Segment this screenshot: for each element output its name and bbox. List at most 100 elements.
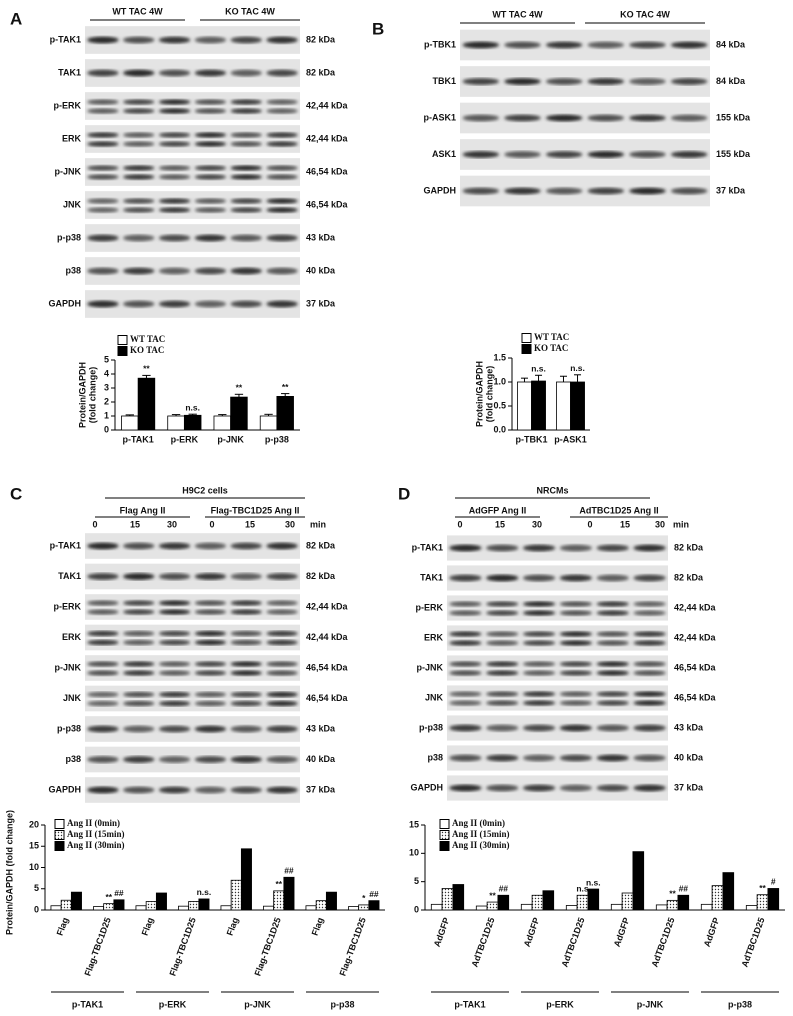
size-label: 82 kDa bbox=[306, 34, 336, 44]
blot-strip bbox=[85, 563, 300, 590]
band bbox=[230, 756, 263, 763]
blot-strip bbox=[447, 625, 668, 651]
band bbox=[122, 700, 155, 707]
legend-label: WT TAC bbox=[130, 334, 165, 344]
band bbox=[122, 207, 155, 213]
band bbox=[486, 754, 519, 762]
blot-strip bbox=[85, 158, 300, 186]
bar bbox=[230, 879, 242, 911]
size-label: 46,54 kDa bbox=[306, 166, 349, 176]
band bbox=[158, 600, 191, 606]
y-tick-label: 0 bbox=[104, 424, 109, 434]
band bbox=[87, 69, 119, 77]
bar bbox=[283, 876, 295, 911]
band bbox=[87, 661, 119, 667]
time-label: 15 bbox=[245, 519, 255, 529]
band bbox=[266, 108, 298, 114]
x-tick-label: AdTBC1D25 bbox=[559, 916, 586, 968]
band bbox=[596, 784, 629, 792]
bar bbox=[621, 892, 634, 911]
band bbox=[266, 165, 298, 171]
group-label: p-p38 bbox=[728, 999, 752, 1009]
band bbox=[122, 573, 155, 580]
band bbox=[462, 78, 500, 85]
y-tick-label: 1 bbox=[104, 410, 109, 420]
bar bbox=[50, 905, 62, 911]
size-label: 42,44 kDa bbox=[306, 133, 349, 143]
band bbox=[266, 691, 298, 698]
bar bbox=[368, 900, 380, 911]
y-tick-label: 5 bbox=[104, 354, 109, 364]
band bbox=[266, 725, 298, 733]
band bbox=[633, 661, 666, 667]
band bbox=[87, 108, 119, 114]
y-tick-label: 10 bbox=[29, 862, 39, 872]
x-tick-label: Flag-TBC1D25 bbox=[82, 916, 112, 977]
band bbox=[449, 784, 482, 792]
row-label: TBK1 bbox=[432, 76, 456, 86]
row-label: GAPDH bbox=[48, 298, 81, 308]
x-tick-label: p-TBK1 bbox=[516, 434, 548, 444]
band bbox=[87, 573, 119, 580]
size-label: 37 kDa bbox=[306, 784, 336, 794]
blot-strip bbox=[85, 655, 300, 681]
y-tick-label: 3 bbox=[104, 382, 109, 392]
band bbox=[559, 631, 593, 637]
band bbox=[87, 786, 119, 794]
band bbox=[194, 300, 227, 308]
band bbox=[559, 601, 593, 607]
significance-label: ## bbox=[499, 884, 509, 894]
row-label: p-ERK bbox=[416, 602, 444, 612]
error-bar bbox=[574, 374, 582, 382]
bar bbox=[103, 903, 115, 911]
band bbox=[449, 601, 482, 607]
band bbox=[87, 207, 119, 213]
group-label: p-JNK bbox=[637, 999, 664, 1009]
band bbox=[158, 141, 191, 147]
blot-title: NRCMs bbox=[536, 485, 568, 495]
significance-label: ** bbox=[143, 364, 150, 374]
size-label: 37 kDa bbox=[674, 782, 704, 792]
band bbox=[87, 630, 119, 637]
band bbox=[87, 725, 119, 733]
band bbox=[266, 69, 298, 77]
band bbox=[522, 631, 556, 637]
group-label: p-ERK bbox=[546, 999, 574, 1009]
x-tick-label: AdTBC1D25 bbox=[649, 916, 676, 968]
panel-letter: D bbox=[398, 484, 410, 503]
size-label: 43 kDa bbox=[674, 722, 704, 732]
legend-label: Ang II (30min) bbox=[67, 840, 125, 850]
band bbox=[230, 786, 263, 794]
time-label: 15 bbox=[495, 519, 505, 529]
y-axis-label: Protein/GAPDH (fold change) bbox=[4, 810, 14, 935]
panel-letter: A bbox=[10, 9, 22, 28]
band bbox=[522, 691, 556, 697]
band bbox=[194, 36, 227, 44]
blot-strip bbox=[447, 775, 668, 801]
blot-strip bbox=[85, 533, 300, 559]
error-bar bbox=[520, 377, 528, 382]
band bbox=[230, 609, 263, 615]
band bbox=[559, 724, 593, 732]
band bbox=[633, 691, 666, 697]
bar bbox=[655, 904, 668, 911]
bar bbox=[711, 885, 724, 911]
band bbox=[122, 99, 155, 105]
x-tick-label: AdTBC1D25 bbox=[739, 916, 766, 968]
band bbox=[596, 631, 629, 637]
band bbox=[596, 700, 629, 706]
band bbox=[486, 661, 519, 667]
time-label: 30 bbox=[285, 519, 295, 529]
band bbox=[87, 234, 119, 242]
band bbox=[266, 141, 298, 147]
y-tick-label: 15 bbox=[29, 841, 39, 851]
band bbox=[462, 114, 500, 122]
row-label: TAK1 bbox=[58, 67, 81, 77]
band bbox=[158, 267, 191, 275]
band bbox=[266, 630, 298, 637]
size-label: 42,44 kDa bbox=[674, 632, 717, 642]
group-label: p-ERK bbox=[159, 999, 187, 1009]
band bbox=[449, 670, 482, 676]
band bbox=[504, 151, 541, 158]
